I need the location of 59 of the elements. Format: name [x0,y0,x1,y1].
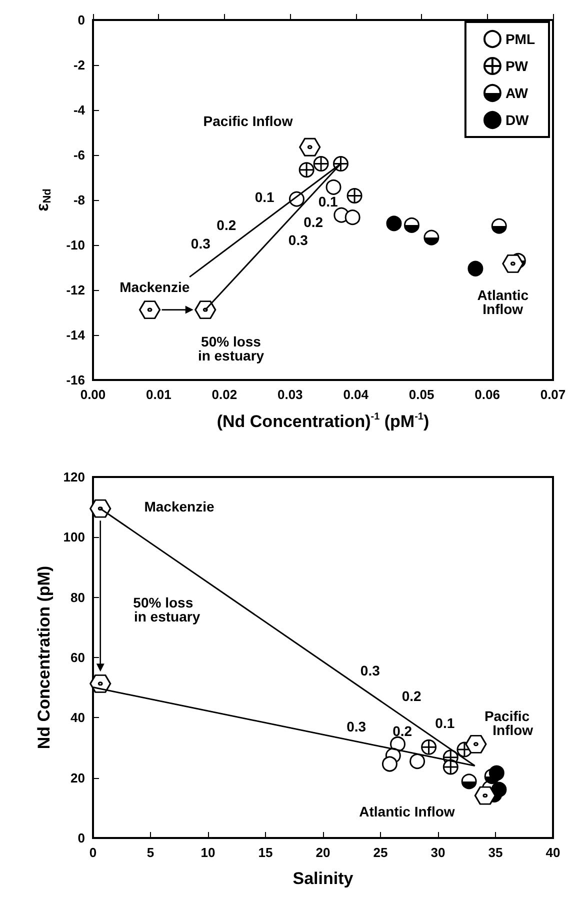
x-tick-label: 10 [200,845,216,860]
x-tick-label: 25 [373,845,388,860]
annotation: Mackenzie [120,279,190,296]
x-tick-label: 0.05 [408,387,434,402]
x-tick-label: 0.04 [343,387,370,402]
y-tick-label: 80 [70,590,85,605]
x-tick-label: 35 [488,845,503,860]
x-tick-label: 0.06 [474,387,500,402]
annotation: 0.2 [402,688,422,704]
annotation: 0.3 [360,662,380,678]
y-tick-label: 20 [70,770,85,786]
annotation: 0.3 [190,236,211,252]
annotation: Pacific Inflow [480,708,534,738]
x-tick-label: 0 [89,845,97,860]
annotation: Atlantic Inflow [359,803,455,820]
x-tick-label: 0.02 [212,387,238,402]
annotation: 0.2 [216,217,236,234]
legend-label: PW [505,58,529,74]
y-axis-title: εNd [33,188,54,212]
annotation: 0.1 [318,193,338,210]
annotation: Pacific Inflow [203,113,293,130]
y-tick-label: 0 [78,830,85,846]
annotation: 0.1 [254,188,275,205]
y-tick-label: 60 [70,650,85,665]
annotation: 0.1 [435,715,455,732]
annotation: Atlantic Inflow [477,286,529,317]
legend-label: PML [505,31,536,47]
y-tick-label: -4 [73,102,86,118]
annotation: Mackenzie [144,498,214,515]
x-tick-label: 0.01 [146,387,172,402]
y-tick-label: 120 [63,470,85,484]
x-tick-label: 40 [546,845,560,860]
x-tick-label: 15 [258,845,273,860]
y-tick-label: -10 [66,238,85,252]
x-tick-label: 0.03 [277,387,303,402]
annotation: 50% loss in estuary [126,594,200,625]
x-tick-label: 30 [430,845,446,860]
x-tick-label: 0.00 [80,387,106,402]
annotation: 50% loss in estuary [198,334,264,364]
y-tick-label: 100 [63,530,85,545]
legend-label: AW [505,85,529,101]
annotation: 0.3 [288,232,308,248]
annotation: 0.3 [346,718,366,734]
y-tick-label: 40 [70,710,85,726]
annotation: 0.2 [304,214,324,230]
annotation: 0.2 [392,723,412,740]
y-tick-label: -14 [66,328,86,342]
y-tick-label: -16 [66,372,85,388]
y-tick-label: -8 [73,192,85,208]
y-tick-label: -2 [73,58,85,72]
x-tick-label: 0.07 [540,387,566,402]
legend-label: DW [505,112,530,128]
y-axis-title: Nd Concentration (pM) [34,566,54,750]
x-tick-label: 20 [316,845,330,860]
y-tick-label: -12 [66,282,85,298]
x-tick-label: 5 [146,845,154,860]
y-tick-label: -6 [73,148,85,162]
y-tick-label: 0 [78,12,85,28]
x-axis-title: Salinity [292,869,354,888]
